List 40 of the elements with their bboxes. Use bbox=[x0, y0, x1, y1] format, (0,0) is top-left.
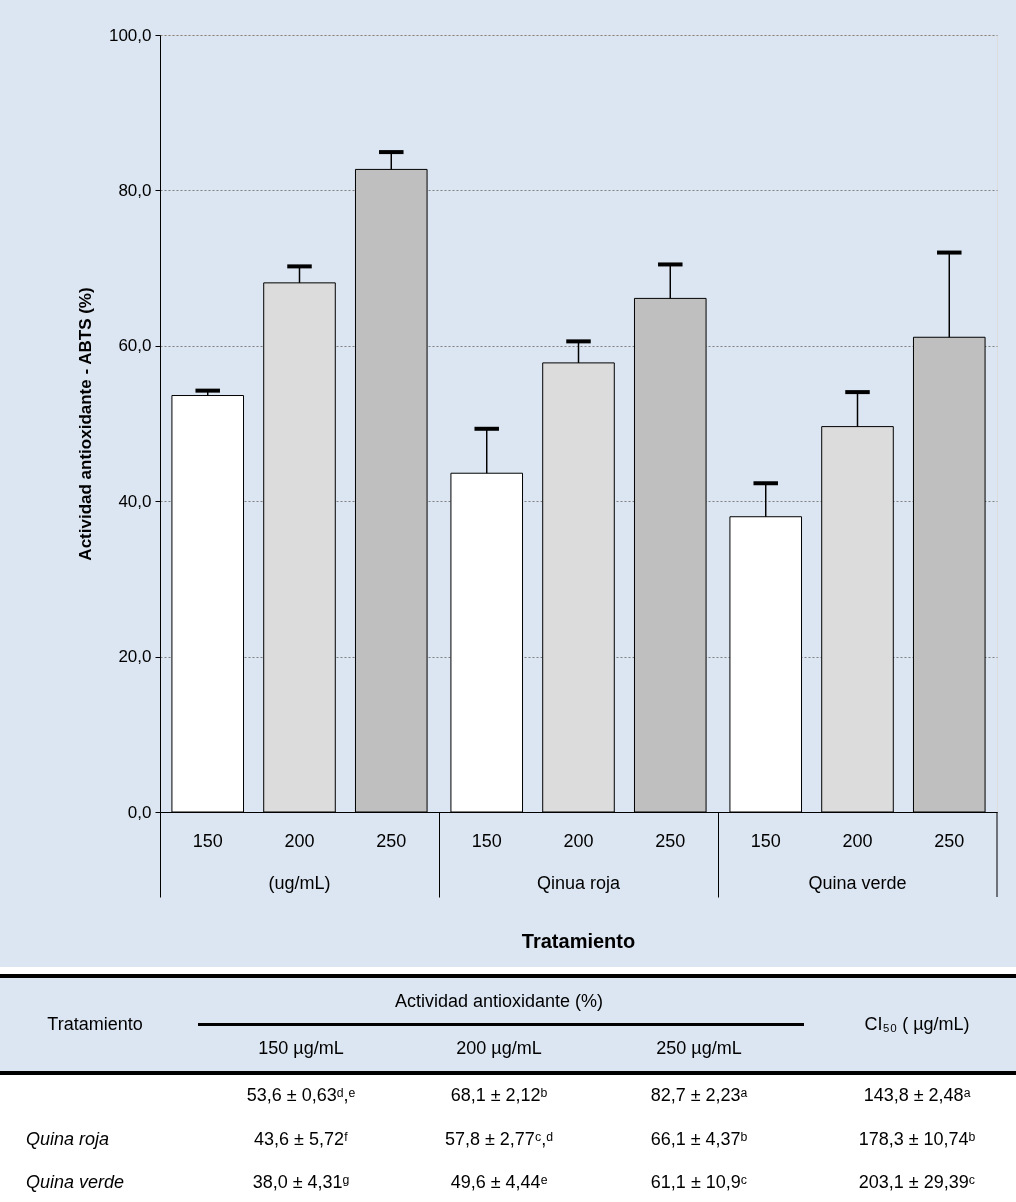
y-tick-label: 100,0 bbox=[108, 25, 152, 45]
series-label: 150 bbox=[192, 831, 223, 851]
text: 203,1 ± 29,39ᶜ bbox=[858, 1172, 976, 1192]
text: 150 bbox=[471, 831, 502, 851]
x-tick-label: (ug/mL) bbox=[268, 873, 331, 893]
text: CI₅₀ ( µg/mL) bbox=[864, 1014, 970, 1034]
text: 200 bbox=[842, 831, 873, 851]
text: 143,8 ± 2,48ᵃ bbox=[863, 1085, 971, 1105]
series-label: 200 bbox=[284, 831, 315, 851]
text: 200 µg/mL bbox=[456, 1038, 542, 1058]
text: 82,7 ± 2,23ᵃ bbox=[650, 1085, 748, 1105]
text: 38,0 ± 4,31ᵍ bbox=[252, 1172, 350, 1192]
text: Quina verde bbox=[26, 1172, 125, 1192]
text: Actividad antioxidante (%) bbox=[394, 991, 604, 1011]
text: Quina roja bbox=[26, 1129, 110, 1149]
text: 53,6 ± 0,63ᵈ,ᵉ bbox=[246, 1085, 356, 1105]
text: 250 bbox=[934, 831, 965, 851]
text: 66,1 ± 4,37ᵇ bbox=[650, 1129, 748, 1149]
x-tick-label: Qinua roja bbox=[536, 873, 622, 893]
x-axis-title: Tratamiento bbox=[521, 930, 636, 952]
text: 178,3 ± 10,74ᵇ bbox=[858, 1129, 976, 1149]
y-axis-title: Actividad antioxidante - ABTS (%) bbox=[75, 287, 95, 561]
text: Tratamiento bbox=[47, 1014, 143, 1034]
text: 250 bbox=[655, 831, 686, 851]
y-tick-label: 40,0 bbox=[118, 491, 152, 511]
text: 150 bbox=[750, 831, 781, 851]
text: 68,1 ± 2,12ᵇ bbox=[450, 1085, 548, 1105]
text: 57,8 ± 2,77ᶜ,ᵈ bbox=[444, 1129, 554, 1149]
text: 61,1 ± 10,9ᶜ bbox=[650, 1172, 748, 1192]
x-tick-label: Quina verde bbox=[808, 873, 907, 893]
text: 200 bbox=[563, 831, 594, 851]
y-tick-label: 60,0 bbox=[118, 336, 152, 356]
series-label: 250 bbox=[376, 831, 407, 851]
text: 49,6 ± 4,44ᵉ bbox=[450, 1172, 548, 1192]
y-tick-label: 20,0 bbox=[118, 647, 152, 667]
text: 250 µg/mL bbox=[656, 1038, 742, 1058]
text: 43,6 ± 5,72ᶠ bbox=[253, 1129, 349, 1149]
text: 150 µg/mL bbox=[258, 1038, 344, 1058]
y-tick-label: 0,0 bbox=[127, 802, 152, 822]
y-tick-label: 80,0 bbox=[118, 180, 152, 200]
